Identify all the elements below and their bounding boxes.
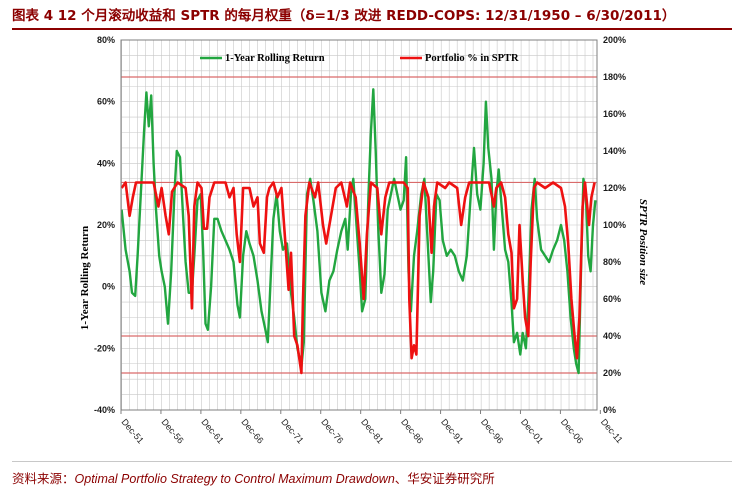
- x-tick-label: Dec-86: [399, 417, 425, 446]
- right-tick-label: 140%: [603, 146, 626, 156]
- left-axis-ticks: 80% 60% 40% 20% 0% -20% -40%: [94, 35, 115, 415]
- x-tick-label: Dec-96: [479, 417, 505, 446]
- right-tick-label: 0%: [603, 405, 616, 415]
- source-note: 资料来源：Optimal Portfolio Strategy to Contr…: [12, 461, 732, 487]
- x-tick-label: Dec-01: [519, 417, 545, 446]
- legend: 1-Year Rolling Return Portfolio % in SPT…: [200, 53, 519, 64]
- right-tick-label: 160%: [603, 109, 626, 119]
- series-layer: [120, 88, 597, 375]
- source-suffix: 、华安证券研究所: [394, 471, 495, 486]
- x-tick-label: Dec-51: [119, 417, 145, 446]
- figure-title-bar: 图表 4 12 个月滚动收益和 SPTR 的每月权重（δ=1/3 改进 REDD…: [12, 6, 732, 30]
- x-tick-label: Dec-91: [439, 417, 465, 446]
- right-tick-label: 200%: [603, 35, 626, 45]
- left-tick-label: 0%: [102, 282, 115, 292]
- x-axis-ticks: Dec-51 Dec-56 Dec-61 Dec-66 Dec-71 Dec-76 Dec-…: [119, 410, 625, 446]
- right-tick-label: 40%: [603, 331, 621, 341]
- plot-frame: [120, 39, 598, 411]
- right-tick-label: 20%: [603, 368, 621, 378]
- right-tick-label: 80%: [603, 257, 621, 267]
- x-tick-label: Dec-81: [359, 417, 385, 446]
- series-line-rolling-return: [120, 88, 597, 375]
- left-tick-label: 80%: [97, 35, 115, 45]
- rolling-return-chart: 80% 60% 40% 20% 0% -20% -40% 200% 180% 160% 140% 1…: [79, 35, 649, 446]
- legend-label-portfolio: Portfolio % in SPTR: [425, 53, 519, 64]
- right-tick-label: 60%: [603, 294, 621, 304]
- x-tick-label: Dec-06: [559, 417, 585, 446]
- source-prefix: 资料来源：: [12, 471, 75, 486]
- x-tick-label: Dec-76: [319, 417, 345, 446]
- right-tick-label: 180%: [603, 72, 626, 82]
- right-tick-label: 100%: [603, 220, 626, 230]
- x-tick-label: Dec-56: [159, 417, 185, 446]
- x-tick-label: Dec-71: [279, 417, 305, 446]
- right-axis-ticks: 200% 180% 160% 140% 120% 100% 80% 60% 40% 20% 0%: [603, 35, 626, 415]
- left-tick-label: 40%: [97, 158, 115, 168]
- legend-label-rolling-return: 1-Year Rolling Return: [225, 53, 325, 64]
- left-tick-label: 60%: [97, 97, 115, 107]
- series-line-portfolio: [120, 181, 596, 375]
- right-axis-label: SPTR Position size: [637, 199, 649, 285]
- x-tick-label: Dec-61: [199, 417, 225, 446]
- figure-title: 图表 4 12 个月滚动收益和 SPTR 的每月权重（δ=1/3 改进 REDD…: [12, 8, 676, 24]
- left-tick-label: -20%: [94, 343, 115, 353]
- source-paper-title: Optimal Portfolio Strategy to Control Ma…: [74, 472, 395, 486]
- x-tick-label: Dec-11: [599, 417, 625, 445]
- right-tick-label: 120%: [603, 183, 626, 193]
- x-tick-label: Dec-66: [239, 417, 265, 446]
- left-axis-label: 1-Year Rolling Return: [79, 226, 91, 330]
- left-tick-label: 20%: [97, 220, 115, 230]
- reference-lines: [121, 76, 597, 374]
- left-tick-label: -40%: [94, 405, 115, 415]
